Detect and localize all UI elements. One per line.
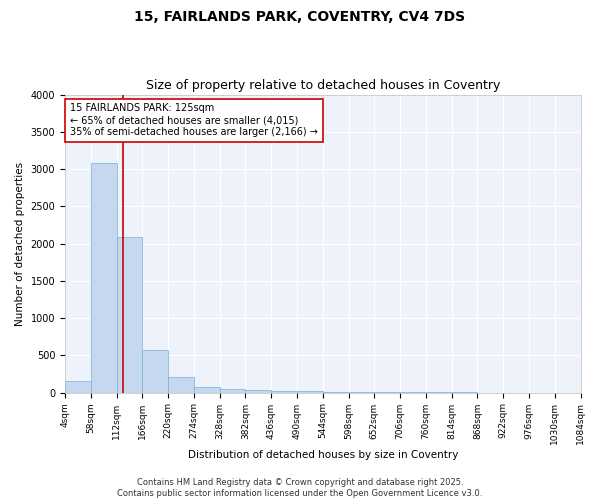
Bar (65, 382, 91, 392)
Bar (91, 163, 116, 392)
Text: 15 FAIRLANDS PARK: 125sqm
← 65% of detached houses are smaller (4,015)
35% of se: 15 FAIRLANDS PARK: 125sqm ← 65% of detac… (70, 104, 318, 136)
Bar (194, 388, 220, 392)
Y-axis label: Number of detached properties: Number of detached properties (15, 162, 25, 326)
Bar (245, 390, 271, 392)
Bar (271, 391, 297, 392)
X-axis label: Distribution of detached houses by size in Coventry: Distribution of detached houses by size … (188, 450, 458, 460)
Bar (220, 389, 245, 392)
Title: Size of property relative to detached houses in Coventry: Size of property relative to detached ho… (146, 79, 500, 92)
Bar (168, 377, 194, 392)
Bar (116, 237, 142, 392)
Bar (142, 350, 168, 393)
Text: 15, FAIRLANDS PARK, COVENTRY, CV4 7DS: 15, FAIRLANDS PARK, COVENTRY, CV4 7DS (134, 10, 466, 24)
Text: Contains HM Land Registry data © Crown copyright and database right 2025.
Contai: Contains HM Land Registry data © Crown c… (118, 478, 482, 498)
